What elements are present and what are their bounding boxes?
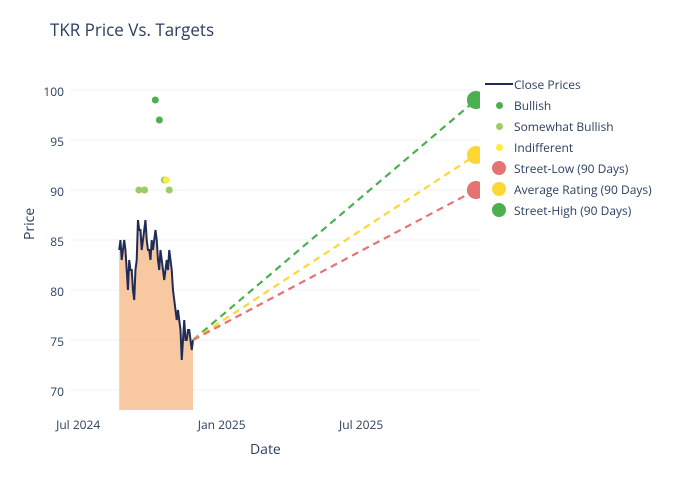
- legend-item: Average Rating (90 Days): [484, 179, 652, 199]
- indifferent-dot: [163, 177, 170, 184]
- avg-rating-line: [193, 155, 476, 340]
- y-tick-label: 75: [36, 333, 64, 350]
- legend-dot-swatch: [492, 203, 506, 217]
- somewhat-bullish-dot: [166, 187, 173, 194]
- legend-item: Street-High (90 Days): [484, 200, 652, 220]
- legend-dot-swatch: [496, 102, 503, 109]
- legend-label: Indifferent: [514, 139, 573, 156]
- street-high-line: [193, 100, 476, 340]
- y-tick-label: 70: [36, 383, 64, 400]
- x-tick-label: Jul 2025: [339, 416, 383, 433]
- street-low-line: [193, 190, 476, 340]
- legend-dot-swatch: [492, 182, 506, 196]
- legend-item: Close Prices: [484, 74, 652, 94]
- legend: Close Prices Bullish Somewhat Bullish Indif…: [484, 74, 652, 221]
- x-axis-label: Date: [250, 440, 281, 459]
- y-tick-label: 80: [36, 283, 64, 300]
- y-tick-label: 95: [36, 133, 64, 150]
- street-low-marker: [467, 181, 480, 199]
- legend-label: Somewhat Bullish: [514, 118, 614, 135]
- y-tick-label: 90: [36, 183, 64, 200]
- y-tick-label: 100: [36, 83, 64, 100]
- close-price-area: [119, 220, 193, 410]
- legend-dot-swatch: [496, 123, 503, 130]
- chart-title: TKR Price Vs. Targets: [50, 18, 214, 41]
- y-tick-label: 85: [36, 233, 64, 250]
- legend-dot-swatch: [492, 161, 506, 175]
- x-tick-label: Jan 2025: [198, 416, 246, 433]
- bullish-dot: [152, 97, 159, 104]
- avg-rating-marker: [467, 146, 480, 164]
- plot-area: [70, 70, 480, 410]
- legend-label: Average Rating (90 Days): [514, 181, 652, 198]
- legend-label: Street-Low (90 Days): [514, 160, 628, 177]
- chart-container: TKR Price Vs. Targets Price Date 7075808…: [0, 0, 700, 500]
- legend-item: Street-Low (90 Days): [484, 158, 652, 178]
- legend-label: Bullish: [514, 97, 551, 114]
- legend-label: Close Prices: [514, 76, 581, 93]
- somewhat-bullish-dot: [141, 187, 148, 194]
- legend-item: Bullish: [484, 95, 652, 115]
- legend-line-swatch: [485, 83, 513, 85]
- legend-item: Somewhat Bullish: [484, 116, 652, 136]
- legend-dot-swatch: [496, 144, 503, 151]
- legend-label: Street-High (90 Days): [514, 202, 631, 219]
- legend-item: Indifferent: [484, 137, 652, 157]
- bullish-dot: [156, 117, 163, 124]
- plot-svg: [70, 70, 480, 410]
- x-tick-label: Jul 2024: [56, 416, 100, 433]
